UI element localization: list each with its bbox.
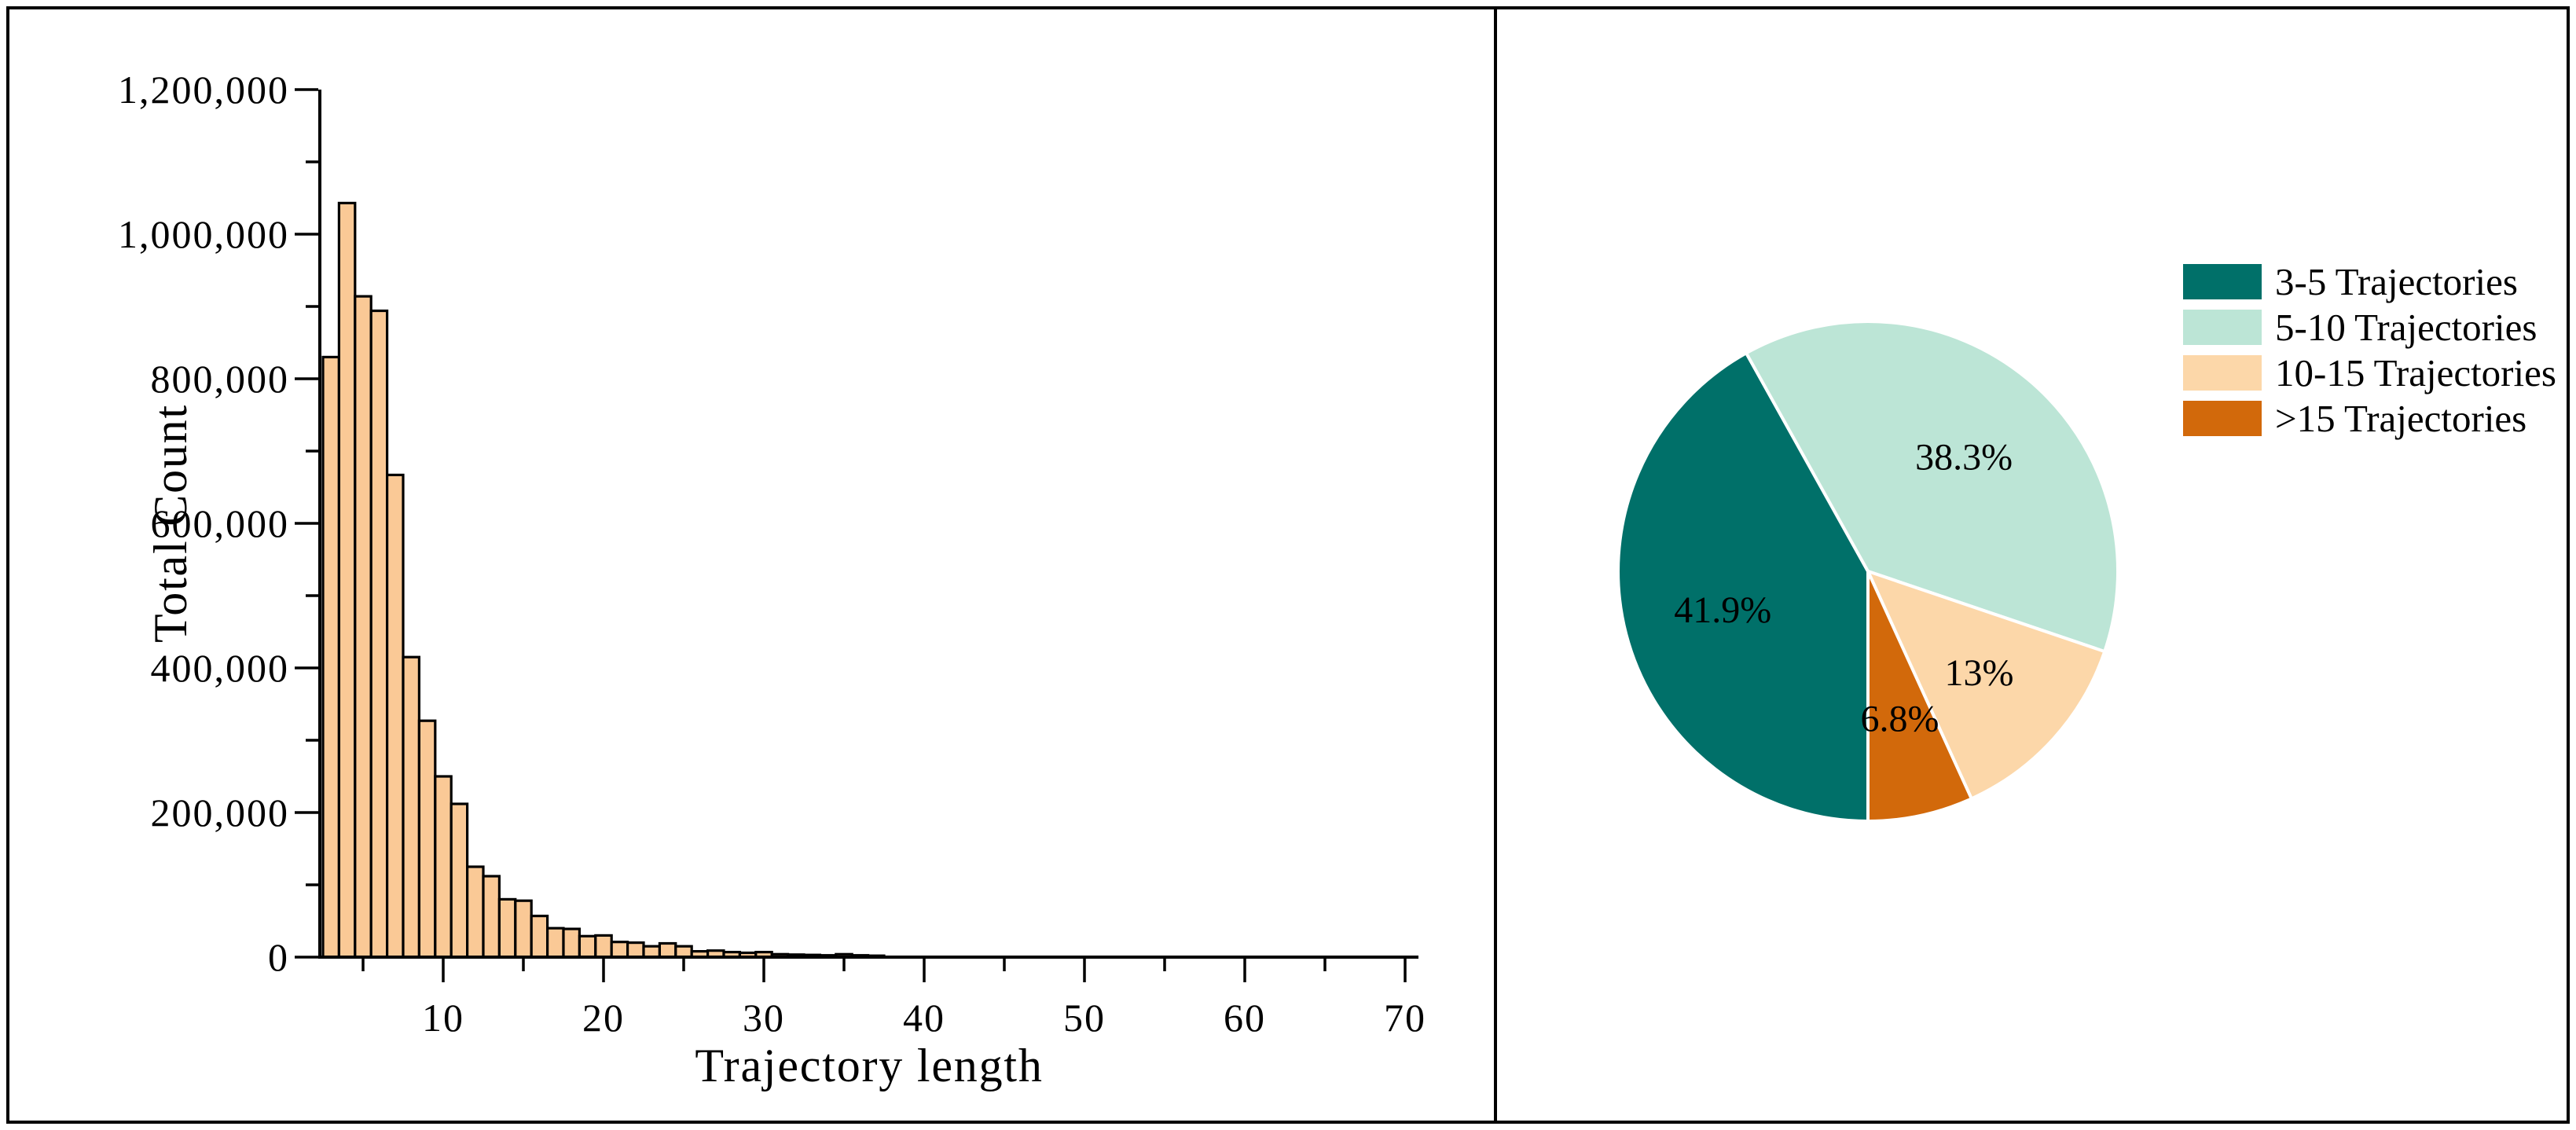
legend-label: 3-5 Trajectories [2275,260,2518,303]
legend-swatch-3-5-icon [2183,264,2262,299]
pie-percent-label: 13% [1945,652,2014,694]
pie-slice [1866,570,1973,823]
y-tick-label: 1,200,000 [118,68,289,112]
legend-label: >15 Trajectories [2275,397,2527,440]
legend-label: 5-10 Trajectories [2275,306,2537,349]
x-tick-label: 40 [903,996,945,1040]
y-tick-label: 0 [268,935,289,979]
x-tick-label: 30 [743,996,785,1040]
x-tick-label: 10 [422,996,464,1040]
legend-label: 10-15 Trajectories [2275,351,2556,394]
x-tick-label: 70 [1384,996,1426,1040]
pie-slice [1745,320,2120,654]
legend-item: >15 Trajectories [2183,397,2556,440]
y-tick-label: 600,000 [151,501,290,545]
legend-item: 5-10 Trajectories [2183,306,2556,349]
y-tick-label: 400,000 [151,646,290,690]
legend-swatch-5-10-icon [2183,310,2262,345]
pie-slice [1866,570,2107,801]
legend-item: 3-5 Trajectories [2183,260,2556,303]
x-tick-label: 20 [582,996,625,1040]
x-axis-title: Trajectory length [695,1040,1044,1091]
pie-legend: 3-5 Trajectories 5-10 Trajectories 10-15… [2183,260,2556,446]
panel-divider [1494,6,1497,1124]
pie-percent-label: 41.9% [1674,589,1771,631]
y-tick-label: 200,000 [151,791,290,835]
x-tick-label: 60 [1224,996,1266,1040]
y-tick-label: 1,000,000 [118,212,289,256]
pie-slice [1616,351,1870,823]
legend-swatch-10-15-icon [2183,355,2262,391]
legend-item: 10-15 Trajectories [2183,351,2556,394]
legend-swatch-gt15-icon [2183,401,2262,436]
figure-frame [6,6,2570,1124]
pie-percent-label: 38.3% [1915,436,2013,478]
pie-percent-label: 6.8% [1861,699,1939,740]
x-tick-label: 50 [1063,996,1106,1040]
y-tick-label: 800,000 [151,357,290,401]
